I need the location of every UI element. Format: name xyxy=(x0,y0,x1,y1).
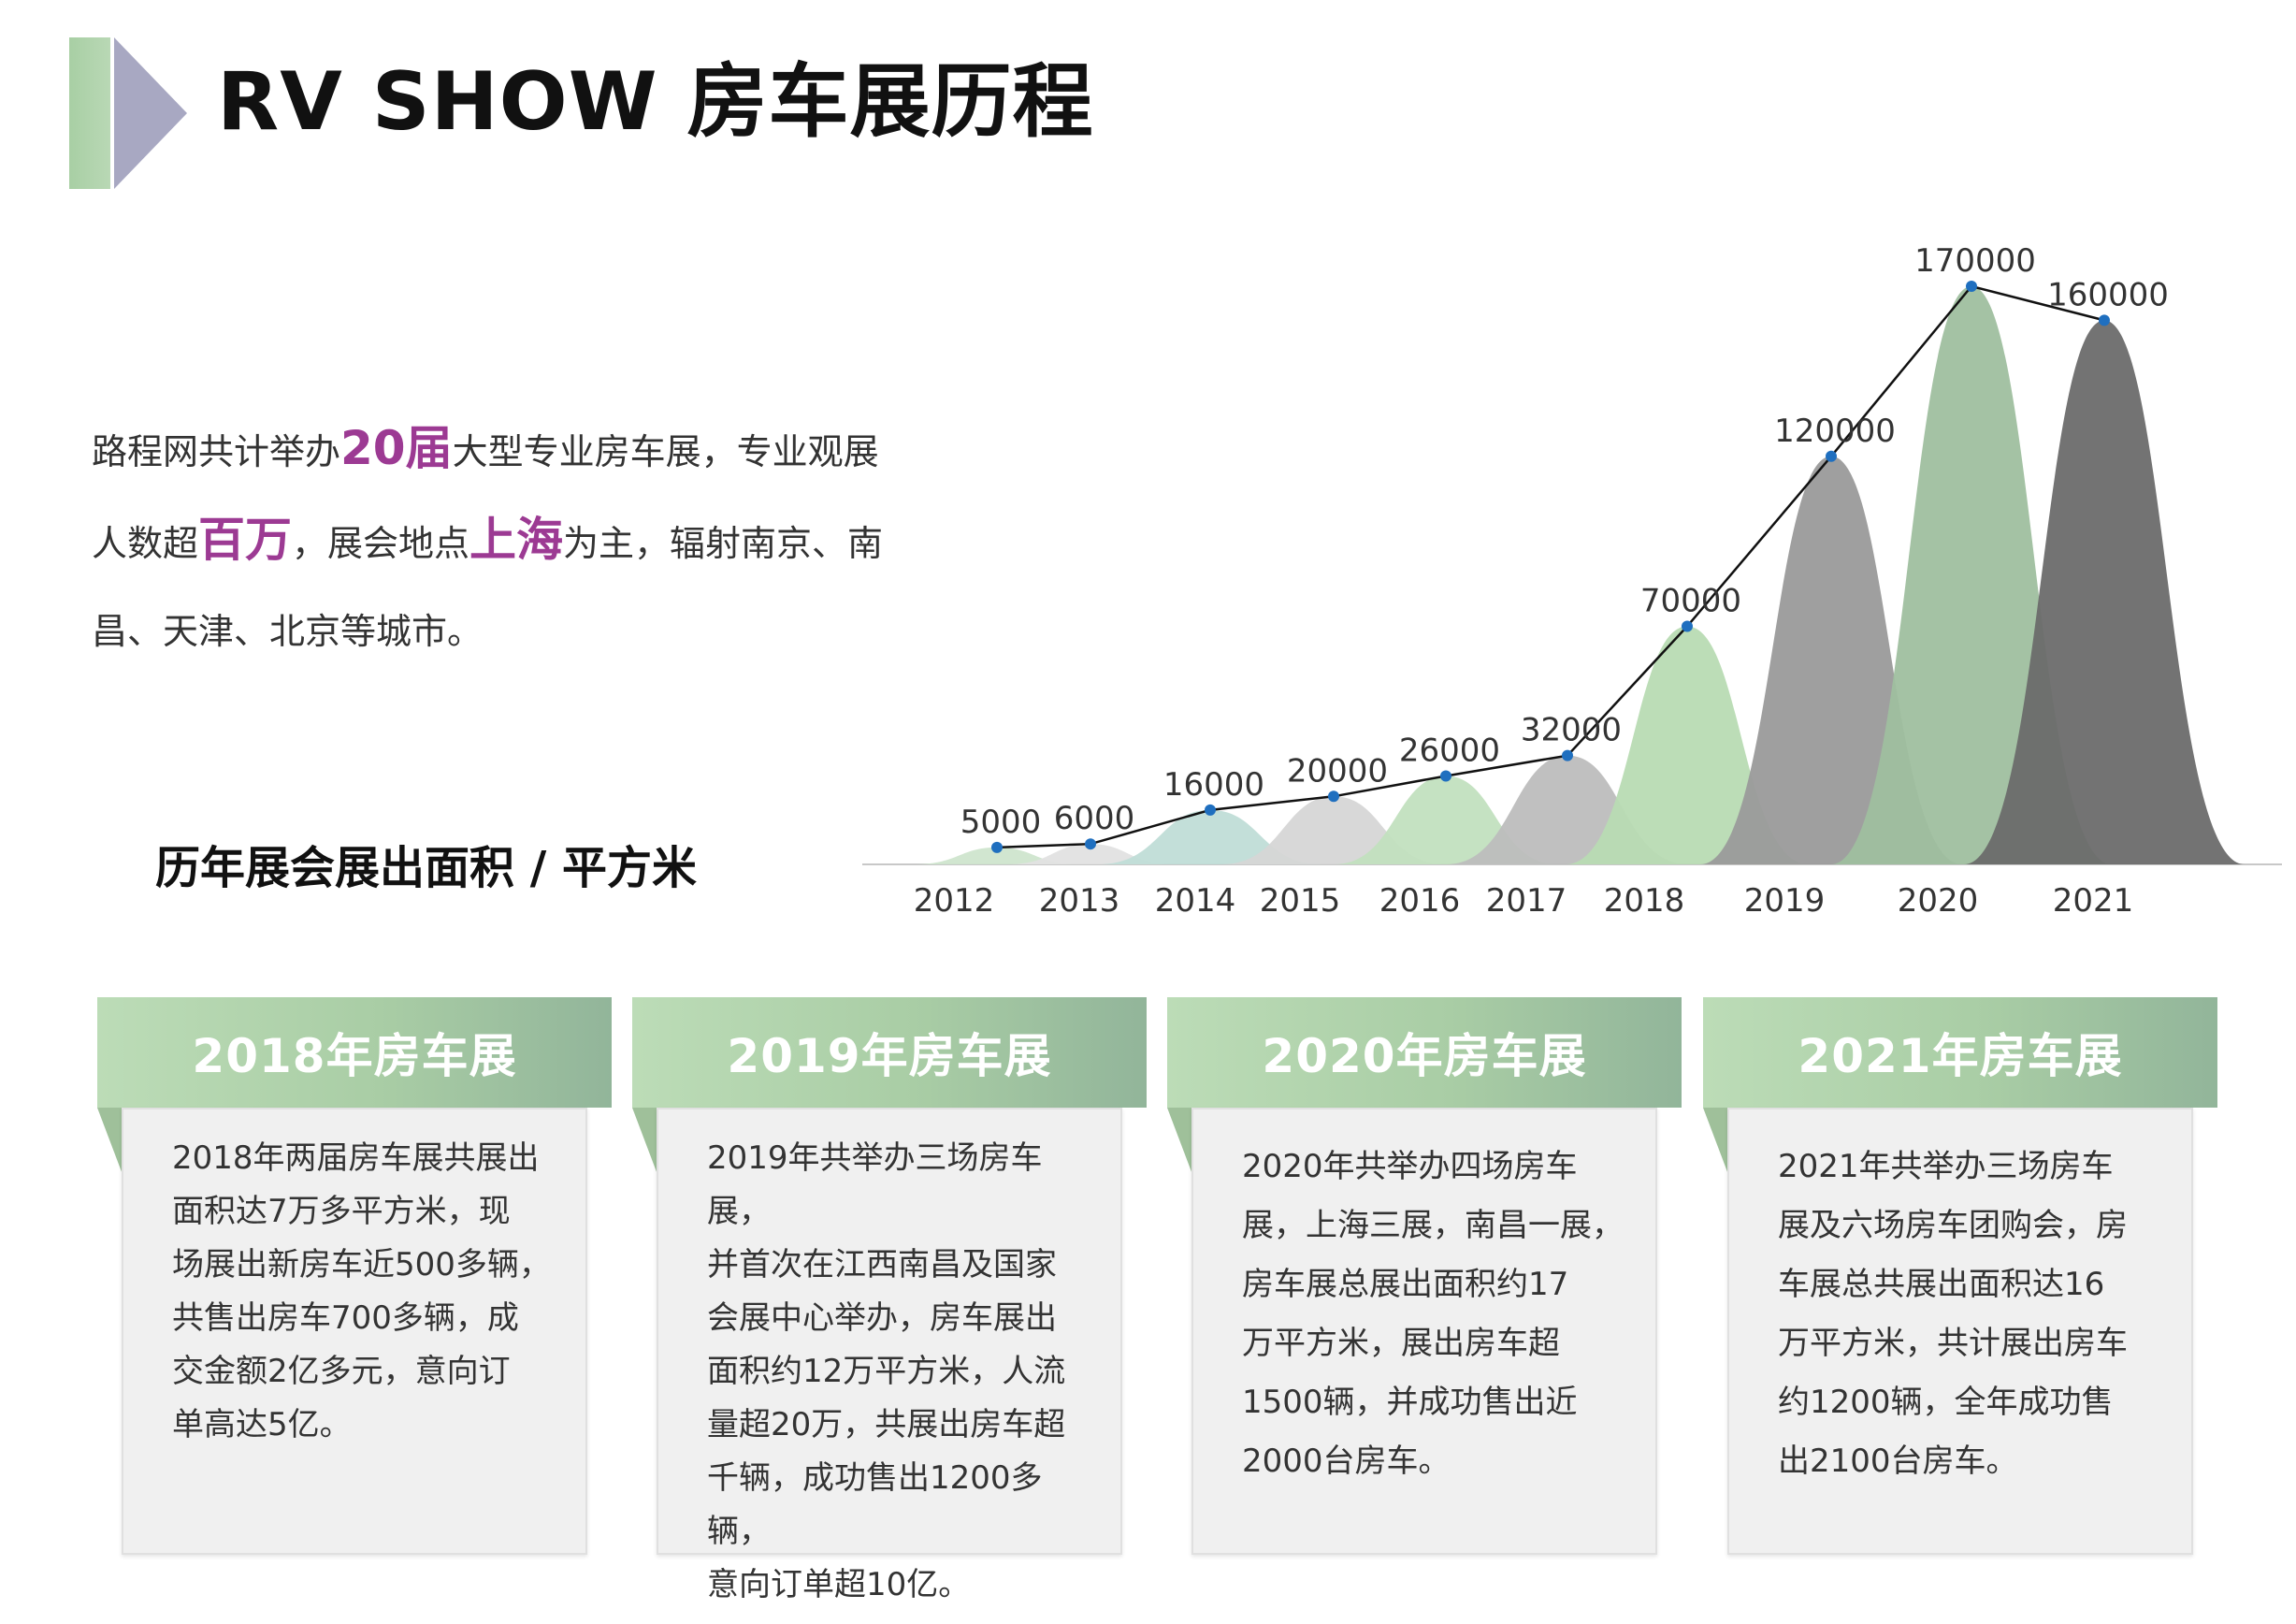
chart-x-tick-label: 2021 xyxy=(2053,882,2134,920)
chart-data-label: 170000 xyxy=(1914,242,2036,280)
card-line: 1500辆，并成功售出近 xyxy=(1242,1384,1578,1421)
card-line: 2000台房车。 xyxy=(1242,1443,1451,1480)
chart-data-label: 5000 xyxy=(960,804,1042,841)
chart-x-tick-label: 2017 xyxy=(1486,882,1567,920)
chart-data-label: 160000 xyxy=(2047,276,2169,313)
intro-text: 大型专业房车展，专业观展人数超 xyxy=(92,431,879,564)
card-line: 2020年共举办四场房车 xyxy=(1242,1148,1578,1185)
chart-data-label: 70000 xyxy=(1640,583,1741,620)
card-line: 量超20万，共展出房车超 xyxy=(707,1406,1066,1443)
area-chart: 2012 2013 2014 2015 2016 2017 2018 2019 2020 2021… xyxy=(862,242,2282,920)
card-fold-decoration xyxy=(1167,1108,1193,1177)
card-title: 2021年房车展 xyxy=(1703,997,2217,1108)
chart-point-2015 xyxy=(1328,790,1339,803)
intro-text: 路程网共计举办 xyxy=(92,431,341,472)
intro-highlight-editions: 20届 xyxy=(340,421,453,475)
card-line: 面积达7万多平方米，现 xyxy=(172,1193,511,1230)
chart-point-2012 xyxy=(991,841,1003,853)
chart-x-tick-label: 2013 xyxy=(1039,882,1120,920)
chart-markers xyxy=(991,281,2110,853)
page-title: RV SHOW 房车展历程 xyxy=(217,55,1094,149)
card-line: 2019年共举办三场房车展， xyxy=(707,1139,1043,1230)
chart-peaks xyxy=(913,286,2245,865)
chart-x-tick-label: 2015 xyxy=(1260,882,1341,920)
chart-data-label: 26000 xyxy=(1399,732,1500,769)
card-text: 2020年共举办四场房车 展，上海三展，南昌一展， 房车展总展出面积约17 万平… xyxy=(1242,1138,1635,1491)
card-2019: 2019年房车展 2019年共举办三场房车展， 并首次在江西南昌及国家 会展中心… xyxy=(632,997,1147,1603)
chart-point-2021 xyxy=(2099,314,2110,326)
chart-point-2013 xyxy=(1085,838,1096,850)
chart-x-tick-label: 2016 xyxy=(1379,882,1461,920)
card-line: 出2100台房车。 xyxy=(1778,1443,2018,1480)
intro-paragraph: 路程网共计举办20届大型专业房车展，专业观展人数超百万，展会地点上海为主，辐射南… xyxy=(92,404,896,675)
card-line: 意向订单超10亿。 xyxy=(707,1566,971,1603)
card-text: 2021年共举办三场房车 展及六场房车团购会，房 车展总共展出面积达16 万平方… xyxy=(1778,1138,2171,1491)
card-line: 千辆，成功售出1200多辆， xyxy=(707,1459,1043,1550)
chart-x-tick-label: 2020 xyxy=(1898,882,1979,920)
card-line: 2018年两届房车展共展出 xyxy=(172,1139,540,1177)
card-line: 万平方米，展出房车超 xyxy=(1242,1325,1560,1362)
card-2018: 2018年房车展 2018年两届房车展共展出 面积达7万多平方米，现 场展出新房… xyxy=(97,997,612,1559)
chart-x-tick-label: 2012 xyxy=(914,882,995,920)
intro-highlight-visitors: 百万 xyxy=(198,513,293,567)
chart-point-2019 xyxy=(1826,450,1837,462)
card-body: 2019年共举办三场房车展， 并首次在江西南昌及国家 会展中心举办，房车展出 面… xyxy=(657,1108,1122,1603)
header-arrow-icon xyxy=(69,37,187,189)
card-fold-decoration xyxy=(632,1108,658,1177)
chart-point-2018 xyxy=(1682,620,1693,632)
card-fold-decoration xyxy=(1703,1108,1729,1177)
card-line: 房车展总展出面积约17 xyxy=(1242,1266,1569,1303)
chart-x-axis-labels: 2012 2013 2014 2015 2016 2017 2018 2019 2020 2021 xyxy=(914,882,2134,920)
chart-data-labels: 5000 6000 16000 20000 26000 32000 70000 120000 1… xyxy=(960,242,2169,841)
card-line: 共售出房车700多辆，成 xyxy=(172,1299,519,1337)
card-title: 2019年房车展 xyxy=(632,997,1147,1108)
chart-data-label: 20000 xyxy=(1287,752,1388,790)
chart-data-label: 6000 xyxy=(1054,800,1135,837)
card-line: 2021年共举办三场房车 xyxy=(1778,1148,2114,1185)
card-title: 2020年房车展 xyxy=(1167,997,1682,1108)
card-line: 会展中心举办，房车展出 xyxy=(707,1299,1057,1337)
chart-x-tick-label: 2018 xyxy=(1604,882,1685,920)
card-line: 面积约12万平方米，人流 xyxy=(707,1353,1066,1390)
chart-peak-2021 xyxy=(1964,320,2245,865)
chart-data-label: 120000 xyxy=(1774,413,1896,450)
card-2020: 2020年房车展 2020年共举办四场房车 展，上海三展，南昌一展， 房车展总展… xyxy=(1167,997,1682,1559)
intro-highlight-city: 上海 xyxy=(469,513,564,567)
card-line: 并首次在江西南昌及国家 xyxy=(707,1246,1057,1283)
chart-data-label: 32000 xyxy=(1521,712,1622,749)
card-line: 万平方米，共计展出房车 xyxy=(1778,1325,2128,1362)
chart-data-label: 16000 xyxy=(1163,766,1264,804)
card-line: 场展出新房车近500多辆， xyxy=(172,1246,551,1283)
card-text: 2018年两届房车展共展出 面积达7万多平方米，现 场展出新房车近500多辆， … xyxy=(172,1132,565,1452)
chart-caption: 历年展会展出面积 / 平方米 xyxy=(155,842,697,894)
header-decoration xyxy=(67,37,198,189)
chart-point-2016 xyxy=(1440,770,1451,782)
intro-text: 为主，辐射南京、南昌、天津、北京等城市。 xyxy=(92,523,884,652)
card-line: 单高达5亿。 xyxy=(172,1406,352,1443)
card-line: 展及六场房车团购会，房 xyxy=(1778,1207,2128,1244)
card-text: 2019年共举办三场房车展， 并首次在江西南昌及国家 会展中心举办，房车展出 面… xyxy=(707,1132,1100,1612)
intro-text: ，展会地点 xyxy=(292,523,470,564)
card-line: 车展总共展出面积达16 xyxy=(1778,1266,2105,1303)
chart-point-2017 xyxy=(1562,749,1573,761)
card-line: 约1200辆，全年成功售 xyxy=(1778,1384,2114,1421)
chart-point-2014 xyxy=(1205,804,1216,816)
card-body: 2021年共举办三场房车 展及六场房车团购会，房 车展总共展出面积达16 万平方… xyxy=(1727,1108,2193,1555)
chart-x-tick-label: 2019 xyxy=(1744,882,1826,920)
chart-point-2020 xyxy=(1966,281,1977,292)
card-title: 2018年房车展 xyxy=(97,997,612,1108)
trend-line xyxy=(996,284,2105,849)
card-line: 交金额2亿多元，意向订 xyxy=(172,1353,511,1390)
card-line: 展，上海三展，南昌一展， xyxy=(1242,1207,1624,1244)
card-body: 2018年两届房车展共展出 面积达7万多平方米，现 场展出新房车近500多辆， … xyxy=(122,1108,587,1555)
chart-x-tick-label: 2014 xyxy=(1155,882,1236,920)
card-fold-decoration xyxy=(97,1108,123,1177)
card-body: 2020年共举办四场房车 展，上海三展，南昌一展， 房车展总展出面积约17 万平… xyxy=(1191,1108,1657,1555)
card-2021: 2021年房车展 2021年共举办三场房车 展及六场房车团购会，房 车展总共展出… xyxy=(1703,997,2217,1559)
